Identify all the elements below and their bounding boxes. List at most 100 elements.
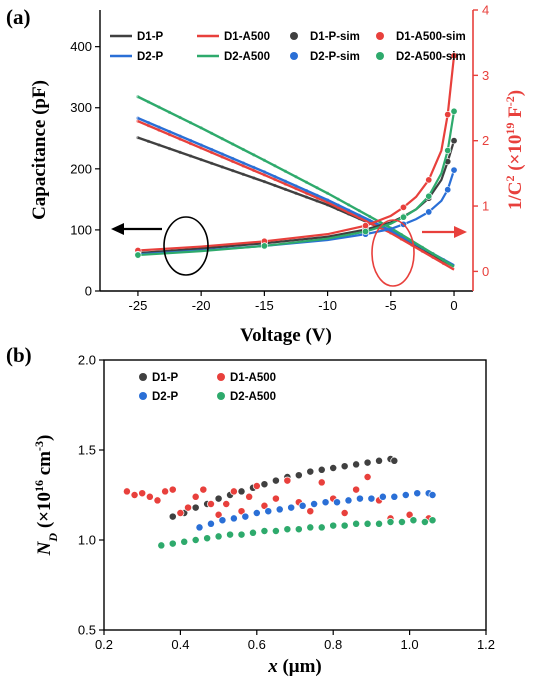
nd-point-d2-a500 xyxy=(180,537,189,546)
capacitance-point-d1-p xyxy=(210,161,214,165)
b-x-tick-label: 1.0 xyxy=(401,637,419,652)
nd-point-d2-a500 xyxy=(168,539,177,548)
capacitance-point-d1-p xyxy=(283,187,288,191)
capacitance-point-d1-a500 xyxy=(231,159,235,164)
nd-point-d2-a500 xyxy=(317,523,326,532)
panel-b-legend: D1-P D1-A500 D2-P D2-A500 xyxy=(139,372,276,403)
panel-a-ticks: -25 -20 -15 -10 -5 0 0 100 200 300 400 0 1 2 3 4 xyxy=(70,3,489,314)
inverse-c2-point-d2-a500 xyxy=(425,192,433,200)
capacitance-point-d2-a500 xyxy=(231,142,235,146)
nd-point-d1-a500 xyxy=(237,507,246,516)
a-x-tick-label: -25 xyxy=(129,298,148,313)
capacitance-point-d2-p xyxy=(347,208,351,212)
capacitance-point-d2-a500 xyxy=(325,191,330,195)
legend-swatch-b-d2-p xyxy=(139,392,147,400)
annotation-ellipse-red xyxy=(371,219,415,287)
inverse-c2-point-d1-a500 xyxy=(444,111,452,119)
legend-label-d1-a500: D1-A500 xyxy=(224,31,270,43)
nd-point-d1-a500 xyxy=(191,492,200,501)
nd-point-d2-p xyxy=(207,519,215,528)
b-x-tick-label: 0.8 xyxy=(324,637,342,652)
nd-point-d2-a500 xyxy=(352,519,361,528)
nd-point-d2-p xyxy=(401,491,410,499)
nd-point-d1-a500 xyxy=(176,509,185,517)
a-x-tick-label: -15 xyxy=(255,298,274,313)
nd-point-d1-p xyxy=(306,467,315,476)
capacitance-point-d1-p xyxy=(315,199,319,203)
a-y-tick-label: 100 xyxy=(70,222,92,237)
capacitance-point-d2-p xyxy=(199,143,203,147)
nd-point-d1-a500 xyxy=(145,492,154,501)
panel-b-x-axis-title: x (μm) xyxy=(267,656,322,677)
capacitance-point-d2-p xyxy=(231,156,235,161)
inverse-c2-point-d1-a500 xyxy=(399,203,407,211)
capacitance-point-d2-a500 xyxy=(189,121,193,125)
legend-label-b-d1-a500: D1-A500 xyxy=(230,372,276,384)
panel-b-label: (b) xyxy=(6,343,32,367)
capacitance-point-d2-a500 xyxy=(178,115,182,120)
capacitance-point-d2-p xyxy=(146,121,151,125)
capacitance-point-d1-a500 xyxy=(167,133,172,137)
capacitance-point-d2-a500 xyxy=(241,147,245,152)
nd-point-d2-a500 xyxy=(237,530,246,539)
capacitance-point-d2-a500 xyxy=(210,131,214,135)
panel-a-x-axis-title: Voltage (V) xyxy=(240,325,332,346)
b-y-tick-label: 1.0 xyxy=(78,533,96,548)
capacitance-point-d2-a500 xyxy=(252,153,256,157)
nd-point-d1-p xyxy=(317,465,326,474)
nd-point-d1-p xyxy=(294,471,303,480)
capacitance-point-d2-a500 xyxy=(146,100,151,104)
nd-point-d2-a500 xyxy=(249,528,257,537)
nd-point-d2-p xyxy=(241,512,250,521)
capacitance-point-d2-a500 xyxy=(368,214,372,219)
nd-point-d1-a500 xyxy=(214,510,223,519)
y-title-close: ) xyxy=(34,435,55,441)
nd-point-d2-a500 xyxy=(260,527,269,535)
nd-point-d1-p xyxy=(237,487,246,496)
nd-point-d1-a500 xyxy=(352,485,361,494)
nd-point-d1-p xyxy=(363,458,372,467)
nd-point-d2-p xyxy=(298,501,307,510)
capacitance-point-d1-p xyxy=(146,139,151,143)
nd-point-d2-p xyxy=(229,514,238,523)
nd-point-d2-p xyxy=(195,523,204,532)
capacitance-point-d2-a500 xyxy=(294,175,298,179)
a-x-tick-label: 0 xyxy=(450,298,457,313)
nd-point-d1-a500 xyxy=(405,510,414,519)
legend-swatch-d2-p-sim xyxy=(290,52,298,60)
b-x-tick-label: 0.4 xyxy=(171,637,189,652)
capacitance-point-d2-a500 xyxy=(357,209,361,213)
capacitance-point-d2-a500 xyxy=(167,110,172,114)
a-x-tick-label: -20 xyxy=(192,298,211,313)
capacitance-point-d1-a500 xyxy=(441,261,446,266)
arrow-right-head xyxy=(454,226,467,238)
b-x-tick-label: 1.2 xyxy=(477,637,495,652)
capacitance-point-d1-a500 xyxy=(252,168,256,173)
capacitance-point-d2-p xyxy=(304,189,309,193)
capacitance-point-d2-a500 xyxy=(378,220,382,224)
y-title-sub: D xyxy=(46,533,60,543)
capacitance-point-d2-p xyxy=(368,218,372,222)
legend-label-b-d2-p: D2-P xyxy=(152,391,179,403)
nd-point-d2-a500 xyxy=(271,527,280,535)
capacitance-point-d2-p xyxy=(262,170,266,174)
nd-point-d2-a500 xyxy=(214,532,223,541)
nd-point-d2-a500 xyxy=(409,516,418,525)
capacitance-point-d2-p xyxy=(136,116,140,120)
capacitance-point-d2-a500 xyxy=(304,180,309,184)
capacitance-point-d2-p xyxy=(252,165,256,170)
nd-point-d1-a500 xyxy=(252,482,261,490)
nd-point-d2-a500 xyxy=(340,521,349,530)
capacitance-point-d2-a500 xyxy=(136,95,140,99)
y2-title-sup1: 2 xyxy=(503,176,517,182)
capacitance-point-d2-a500 xyxy=(347,203,351,207)
capacitance-point-d2-p xyxy=(241,161,245,165)
capacitance-point-d1-a500 xyxy=(136,119,140,123)
nd-point-d1-a500 xyxy=(317,478,326,487)
y-title-sup1: 16 xyxy=(32,480,46,492)
legend-label-d1-p: D1-P xyxy=(137,31,164,43)
a-y2-tick-label: 1 xyxy=(482,199,489,214)
nd-point-d1-a500 xyxy=(245,492,254,501)
inverse-c2-line-d2-a500 xyxy=(137,111,456,257)
nd-point-d2-a500 xyxy=(203,534,212,543)
